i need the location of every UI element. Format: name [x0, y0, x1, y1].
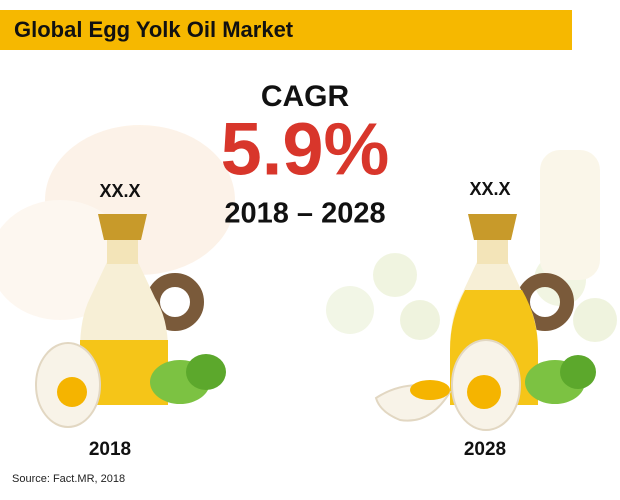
illustration-ellipse: [410, 380, 450, 400]
illustration-circle: [467, 375, 501, 409]
illustration-path: [80, 340, 168, 405]
bottle-2028: [374, 214, 596, 431]
bottle-2018: [35, 214, 226, 428]
illustration-rect: [107, 238, 138, 264]
illustration-circle: [400, 300, 440, 340]
title-bar: [0, 10, 572, 50]
illustration-ellipse: [560, 355, 596, 389]
source-note: Source: Fact.MR, 2018: [12, 473, 125, 485]
illustration-rect: [477, 238, 508, 264]
cagr-value: 5.9%: [221, 108, 390, 191]
illustration-rect: [540, 150, 600, 280]
illustration-circle: [326, 286, 374, 334]
year-label: 2018: [89, 439, 131, 460]
title: Global Egg Yolk Oil Market: [14, 17, 294, 42]
cagr-period: 2018 – 2028: [224, 198, 385, 230]
illustration-circle: [373, 253, 417, 297]
market-value: XX.X: [469, 179, 510, 199]
illustration-ellipse: [186, 354, 226, 390]
illustration-circle: [57, 377, 87, 407]
cagr-label: CAGR: [261, 80, 350, 113]
illustration-polygon: [468, 214, 517, 240]
illustration-circle: [573, 298, 617, 342]
year-label: 2028: [464, 439, 506, 460]
illustration-polygon: [98, 214, 147, 240]
market-value: XX.X: [99, 181, 140, 201]
